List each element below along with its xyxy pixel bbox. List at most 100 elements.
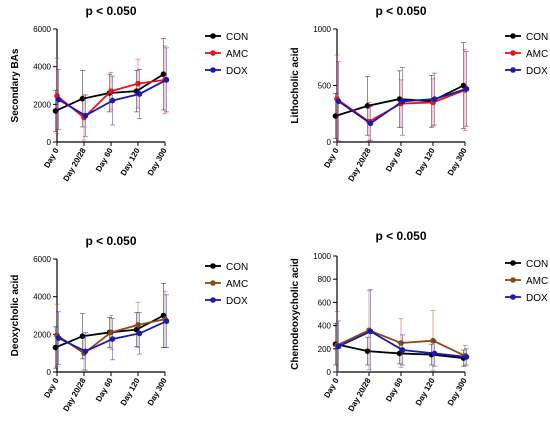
chart-panel-1: p < 0.050 Secondary BAs 0 2000 4000 6000 Day 0… <box>10 4 248 183</box>
y-tick-label: 600 <box>318 298 332 307</box>
series-con <box>52 283 167 369</box>
y-axis-label: Chenodeoxycholic acid <box>290 258 301 370</box>
legend-label: DOX <box>226 66 248 77</box>
data-point <box>398 340 404 346</box>
x-tick-label: Day 0 <box>322 376 341 399</box>
data-point <box>163 318 170 324</box>
x-tick-label: Day 120 <box>414 146 437 177</box>
data-point <box>335 98 342 105</box>
data-point <box>136 91 143 97</box>
x-tick-label: Day 20/28 <box>61 146 88 183</box>
legend: CON AMC DOX <box>205 32 248 77</box>
legend-label: CON <box>526 32 548 43</box>
data-point <box>163 77 170 83</box>
data-point <box>79 95 86 102</box>
data-point <box>108 88 114 94</box>
data-point <box>135 322 141 328</box>
y-tick-label: 2000 <box>33 330 51 339</box>
x-tick-label: Day 300 <box>446 146 469 177</box>
y-tick-label: 0 <box>327 368 332 377</box>
data-point <box>367 328 374 335</box>
legend-label: AMC <box>526 276 548 287</box>
legend-marker <box>210 67 216 73</box>
legend-marker <box>210 280 216 286</box>
y-tick-label: 1000 <box>313 252 331 261</box>
legend-marker <box>210 297 216 303</box>
x-tick-label: Day 20/28 <box>61 376 88 413</box>
y-tick-label: 4000 <box>33 63 51 72</box>
legend-marker <box>510 33 516 39</box>
series-dox <box>55 47 170 137</box>
data-point <box>82 348 89 355</box>
x-tick-label: Day 300 <box>146 376 169 407</box>
chart-title: p < 0.050 <box>85 234 136 248</box>
legend-marker <box>210 263 216 269</box>
legend-label: CON <box>526 259 548 270</box>
x-tick-label: Day 60 <box>384 376 405 403</box>
x-tick-label: Day 120 <box>414 376 437 407</box>
data-point <box>160 71 167 77</box>
x-tick-label: Day 60 <box>94 146 115 173</box>
y-axis-label: Lithocholic acid <box>290 47 301 123</box>
y-tick-label: 500 <box>318 82 332 91</box>
legend: CON AMC DOX <box>205 262 248 307</box>
legend-label: DOX <box>526 66 548 77</box>
data-point <box>52 108 59 114</box>
data-point <box>431 350 438 357</box>
series-dox <box>55 294 170 371</box>
x-tick-label: Day 300 <box>146 146 169 177</box>
legend-marker <box>210 33 216 39</box>
y-tick-label: 4000 <box>33 293 51 302</box>
series-amc <box>54 45 168 141</box>
y-tick-label: 0 <box>327 138 332 147</box>
legend-marker <box>210 50 216 56</box>
x-tick-label: Day 120 <box>119 146 142 177</box>
x-tick-label: Day 20/28 <box>346 146 373 183</box>
x-tick-label: Day 60 <box>384 146 405 173</box>
chart-panel-2: p < 0.050 Lithocholic acid 0 500 1000 Day 0 Da… <box>290 4 548 183</box>
data-point <box>82 112 89 119</box>
series-dox <box>335 51 470 142</box>
legend: CON AMC DOX <box>505 32 548 77</box>
series-dox <box>335 289 470 373</box>
y-tick-label: 0 <box>47 368 52 377</box>
chart-panel-4: p < 0.050 Chenodeoxycholic acid 0 200 400 600… <box>290 229 548 413</box>
data-point <box>55 335 62 341</box>
legend-label: DOX <box>226 296 248 307</box>
x-tick-label: Day 20/28 <box>346 376 373 413</box>
legend-marker <box>510 277 516 283</box>
data-point <box>399 98 406 105</box>
data-point <box>55 96 62 103</box>
y-axis-label: Secondary BAs <box>10 48 21 122</box>
data-point <box>332 113 339 119</box>
legend: CON AMC DOX <box>505 259 548 304</box>
data-point <box>463 354 470 360</box>
data-point <box>399 347 406 353</box>
legend-marker <box>510 260 516 266</box>
y-tick-label: 200 <box>318 345 332 354</box>
legend-label: AMC <box>526 49 548 60</box>
x-tick-label: Day 60 <box>94 376 115 403</box>
y-tick-label: 2000 <box>33 100 51 109</box>
y-tick-label: 400 <box>318 322 332 331</box>
legend-marker <box>510 50 516 56</box>
data-point <box>364 103 371 109</box>
data-point <box>109 336 116 342</box>
data-point <box>108 329 114 336</box>
chart-title: p < 0.050 <box>375 4 426 18</box>
legend-label: CON <box>226 262 248 273</box>
chart-panel-3: p < 0.050 Deoxycholic acid 0 2000 4000 6000 Da… <box>10 234 248 413</box>
series-con <box>52 38 167 133</box>
legend-marker <box>510 294 516 300</box>
legend-label: DOX <box>526 293 548 304</box>
series-amc <box>334 290 468 373</box>
y-tick-label: 0 <box>47 138 52 147</box>
legend-label: AMC <box>226 279 248 290</box>
x-tick-label: Day 300 <box>446 376 469 407</box>
data-point <box>135 80 141 87</box>
legend-marker <box>510 67 516 73</box>
x-tick-label: Day 0 <box>42 146 61 169</box>
data-point <box>109 97 116 104</box>
